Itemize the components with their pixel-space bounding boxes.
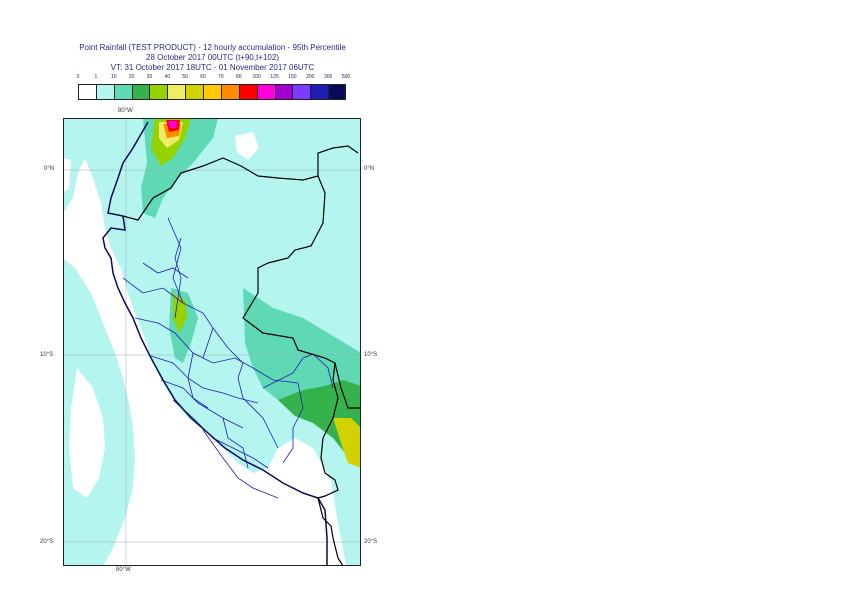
legend-swatch [167, 84, 186, 100]
legend-threshold-label: 70 [218, 74, 224, 80]
legend-swatch [78, 84, 97, 100]
rain-field-heavy-se-yellow [333, 418, 361, 468]
legend-threshold-label: 50 [182, 74, 188, 80]
border-peru-bolivia [317, 362, 339, 499]
border-peru-brazil [242, 175, 361, 409]
legend-threshold-label: 40 [164, 74, 171, 80]
legend-swatch [274, 84, 293, 100]
legend-swatch [310, 84, 329, 100]
lat-label-right-10: 10°S [364, 352, 378, 358]
legend-threshold-label: 150 [288, 74, 297, 80]
legend-swatch [131, 84, 150, 100]
lat-label-left-20: 20°S [40, 539, 54, 545]
rain-field-ne-gap [235, 132, 259, 160]
legend-threshold-label: 500 [341, 74, 351, 80]
lat-label-right-0: 0°N [364, 166, 375, 172]
rain-field-light [63, 118, 361, 566]
map-title: Point Rainfall (TEST PRODUCT) - 12 hourl… [79, 43, 346, 52]
lat-label-right-20: 20°S [364, 539, 378, 545]
legend-swatch [256, 84, 276, 100]
admin-boundaries [122, 217, 334, 499]
border-ecuador-colombia [122, 145, 359, 221]
lon-label-bottom: 80°W [116, 567, 131, 573]
legend-threshold-label: 300 [323, 74, 333, 80]
legend-threshold-label: 30 [146, 74, 153, 80]
graticule [63, 118, 361, 566]
legend-swatch [185, 84, 204, 100]
legend-threshold-label: 20 [128, 74, 135, 80]
legend-swatch [203, 84, 222, 100]
legend-threshold-label: 125 [270, 74, 279, 80]
rain-field-heavy-se [278, 380, 361, 468]
legend-threshold-label: 10 [110, 74, 117, 80]
legend-threshold-label: 200 [306, 74, 315, 80]
legend-swatch [220, 84, 240, 100]
legend-swatch [95, 84, 115, 100]
legend-swatch [292, 84, 311, 100]
legend-swatch [328, 84, 346, 100]
color-legend: 0 1 10 20 30 40 50 60 70 80 100 125 150 200 300 500 [70, 74, 360, 104]
legend-swatch [113, 84, 133, 100]
legend-threshold-label: 80 [236, 74, 242, 80]
coastline [102, 121, 328, 566]
lon-label-top: 80°W [118, 108, 133, 114]
legend-threshold-label: 0 [76, 74, 80, 80]
rainfall-map [63, 118, 361, 567]
legend-swatch [238, 84, 258, 100]
legend-threshold-label: 60 [200, 74, 206, 80]
country-borders [102, 121, 361, 567]
legend-threshold-label: 1 [94, 74, 98, 80]
border-bolivia-chile [317, 497, 344, 567]
map-subtitle-validity: VT: 31 October 2017 18UTC - 01 November … [110, 63, 315, 72]
map-svg [63, 118, 361, 567]
legend-swatch [149, 84, 168, 100]
rain-field-ocean-gap2 [63, 158, 71, 193]
rain-field-core-magenta [168, 121, 177, 128]
map-frame [63, 118, 361, 566]
map-subtitle-run: 28 October 2017 00UTC (t+90,t+102) [146, 53, 279, 62]
lat-label-left-0: 0°N [44, 166, 55, 172]
rain-field-ocean-gap [69, 368, 105, 498]
legend-threshold-label: 100 [252, 74, 261, 80]
lat-label-left-10: 10°S [40, 352, 54, 358]
